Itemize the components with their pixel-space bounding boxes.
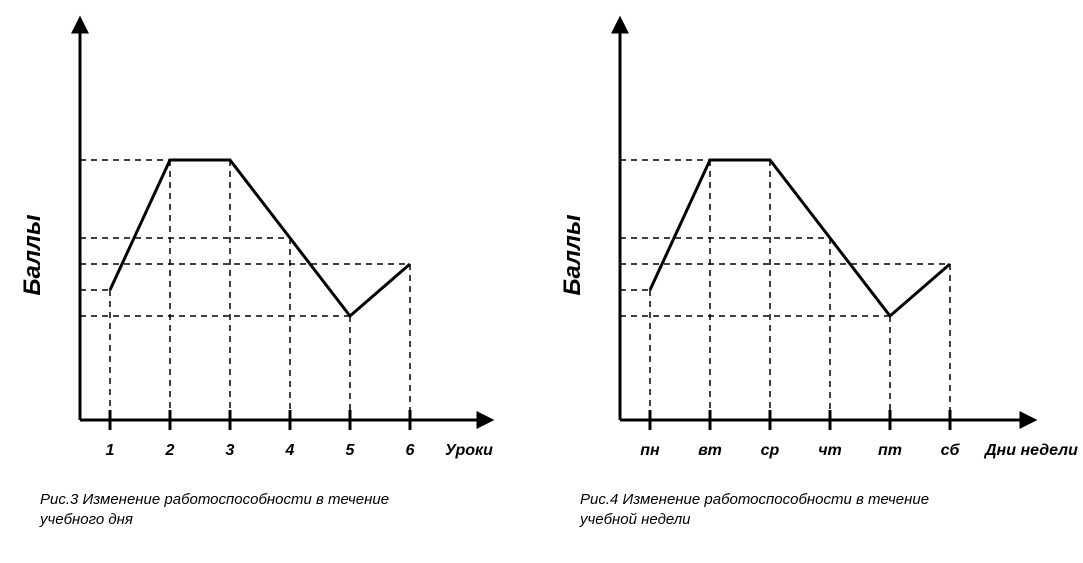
svg-text:Баллы: Баллы	[559, 214, 586, 295]
svg-text:пн: пн	[640, 442, 660, 459]
chart-right-svg: пн вт ср чт пт сб Баллы Дни недели	[540, 0, 1083, 470]
svg-text:1: 1	[106, 442, 115, 459]
svg-text:3: 3	[226, 442, 235, 459]
dual-chart-container: 1 2 3 4 5 6 Баллы Уроки Рис.3 Изменение работос…	[0, 0, 1083, 563]
svg-text:чт: чт	[818, 442, 842, 459]
svg-text:вт: вт	[698, 442, 722, 459]
svg-text:сб: сб	[941, 442, 961, 459]
svg-text:Баллы: Баллы	[19, 214, 46, 295]
svg-text:6: 6	[406, 442, 415, 459]
svg-text:ср: ср	[761, 442, 780, 459]
chart-right-panel: пн вт ср чт пт сб Баллы Дни недели Рис.4 Измене…	[540, 0, 1083, 563]
svg-text:пт: пт	[878, 442, 902, 459]
chart-right-caption: Рис.4 Изменение работоспособности в тече…	[580, 490, 980, 529]
svg-text:4: 4	[285, 442, 295, 459]
svg-text:2: 2	[165, 442, 175, 459]
svg-text:5: 5	[346, 442, 356, 459]
chart-left-caption: Рис.3 Изменение работоспособности в тече…	[40, 490, 440, 529]
chart-left-svg: 1 2 3 4 5 6 Баллы Уроки	[0, 0, 540, 470]
chart-left-panel: 1 2 3 4 5 6 Баллы Уроки Рис.3 Изменение работос…	[0, 0, 540, 563]
svg-text:Уроки: Уроки	[445, 442, 493, 459]
svg-text:Дни недели: Дни недели	[983, 442, 1078, 459]
